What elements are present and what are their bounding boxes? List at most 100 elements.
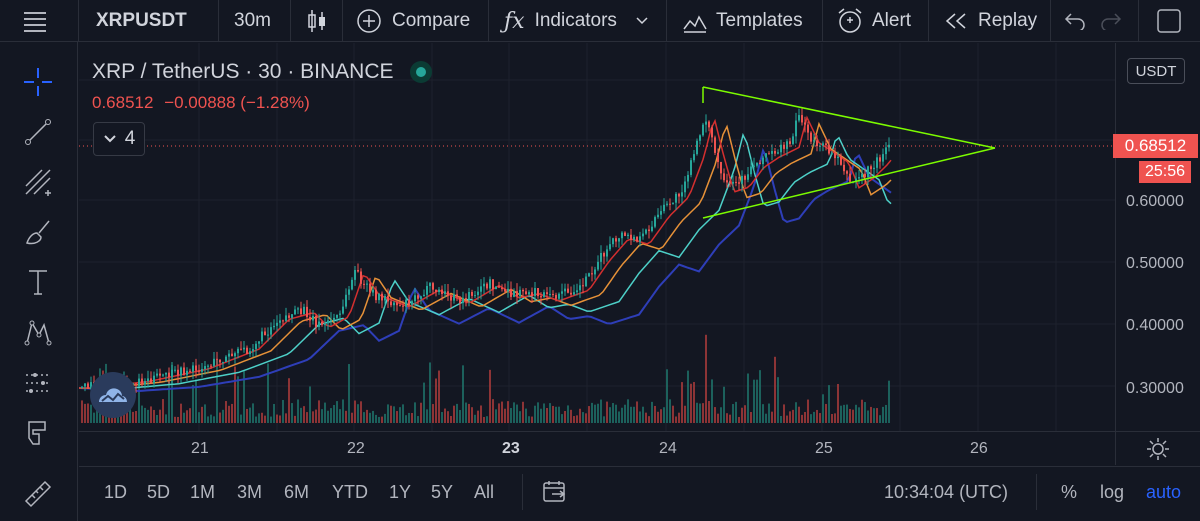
ruler-tool[interactable] bbox=[14, 472, 62, 516]
date-range-button[interactable] bbox=[542, 480, 568, 509]
volume-bar bbox=[516, 404, 518, 423]
volume-bar bbox=[582, 412, 584, 423]
candle-body bbox=[324, 323, 326, 325]
chart-type-button[interactable] bbox=[306, 0, 328, 42]
volume-bar bbox=[726, 413, 728, 423]
volume-bar bbox=[465, 402, 467, 423]
redo-button[interactable] bbox=[1100, 0, 1122, 42]
volume-bar bbox=[531, 416, 533, 423]
volume-bar bbox=[126, 410, 128, 423]
volume-bar bbox=[300, 407, 302, 423]
templates-button[interactable]: Templates bbox=[682, 0, 803, 42]
currency-selector[interactable]: USDT bbox=[1127, 58, 1185, 84]
range-6m-button[interactable]: 6M bbox=[284, 482, 310, 502]
undo-button[interactable] bbox=[1064, 0, 1086, 42]
measure-icon bbox=[26, 373, 50, 393]
candle-body bbox=[285, 315, 287, 321]
candle-body bbox=[417, 295, 419, 299]
range-1m-button[interactable]: 1M bbox=[190, 482, 216, 502]
magnet-icon bbox=[28, 421, 46, 445]
replay-label: Replay bbox=[978, 10, 1038, 31]
candle-body bbox=[720, 161, 722, 174]
menu-button[interactable] bbox=[22, 0, 48, 42]
utc-clock[interactable]: 10:34:04 (UTC) bbox=[884, 482, 1009, 502]
symbol-legend[interactable]: XRP / TetherUS · 30 · BINANCE bbox=[92, 60, 432, 84]
volume-bar bbox=[294, 415, 296, 423]
volume-bar bbox=[312, 411, 314, 423]
chart-settings-button[interactable] bbox=[1115, 431, 1200, 465]
candle-body bbox=[204, 366, 206, 370]
candle-body bbox=[369, 283, 371, 293]
candle-body bbox=[393, 302, 395, 306]
volume-bar bbox=[483, 416, 485, 423]
interval-button[interactable]: 30m bbox=[234, 10, 271, 31]
price-axis[interactable] bbox=[1115, 43, 1200, 431]
candle-body bbox=[582, 285, 584, 287]
indicators-toggle[interactable]: 4 bbox=[93, 122, 145, 156]
auto-scale-toggle[interactable]: auto bbox=[1146, 482, 1182, 502]
volume-bar bbox=[459, 410, 461, 423]
range-5y-button[interactable]: 5Y bbox=[431, 482, 454, 502]
volume-bar bbox=[285, 413, 287, 423]
candle-body bbox=[567, 288, 569, 293]
candle-body bbox=[390, 301, 392, 306]
volume-bar bbox=[381, 416, 383, 423]
volume-bar bbox=[204, 404, 206, 423]
candle-body bbox=[252, 349, 254, 352]
range-3m-button[interactable]: 3M bbox=[237, 482, 263, 502]
range-all-button[interactable]: All bbox=[474, 482, 495, 502]
icon-tool[interactable] bbox=[14, 410, 62, 454]
candle-body bbox=[159, 373, 161, 376]
alert-button[interactable]: Alert bbox=[836, 0, 911, 42]
candle-body bbox=[381, 293, 383, 301]
candle-body bbox=[753, 165, 755, 167]
volume-bar bbox=[714, 407, 716, 423]
price-tick: 0.50000 bbox=[1126, 255, 1184, 272]
range-5d-button[interactable]: 5D bbox=[147, 482, 171, 502]
crosshair-tool[interactable] bbox=[14, 60, 62, 104]
candle-body bbox=[849, 173, 851, 182]
candle-body bbox=[735, 181, 737, 183]
candle-body bbox=[447, 291, 449, 296]
percent-scale-toggle[interactable]: % bbox=[1061, 482, 1078, 502]
tradingview-logo[interactable] bbox=[90, 372, 136, 418]
compare-button[interactable]: Compare bbox=[356, 0, 470, 42]
pattern-tool[interactable] bbox=[14, 310, 62, 354]
bottom-toolbar bbox=[79, 466, 1200, 521]
volume-bar bbox=[309, 386, 311, 423]
candle-body bbox=[792, 136, 794, 144]
fullscreen-button[interactable] bbox=[1156, 0, 1182, 42]
candle-body bbox=[468, 292, 470, 300]
indicators-button[interactable]: ƒx Indicators bbox=[504, 0, 649, 42]
range-1d-button[interactable]: 1D bbox=[104, 482, 128, 502]
candle-body bbox=[615, 238, 617, 242]
drawing-toolbar bbox=[0, 42, 78, 521]
time-tick: 24 bbox=[659, 440, 677, 457]
brush-tool[interactable] bbox=[14, 210, 62, 254]
candle-body bbox=[864, 173, 866, 178]
text-tool[interactable] bbox=[14, 260, 62, 304]
volume-bar bbox=[756, 379, 758, 423]
square-icon bbox=[1157, 9, 1181, 33]
candle-body bbox=[828, 145, 830, 154]
volume-bar bbox=[639, 411, 641, 423]
candle-body bbox=[474, 295, 476, 297]
candle-body bbox=[855, 178, 857, 182]
range-1y-button[interactable]: 1Y bbox=[389, 482, 412, 502]
candle-body bbox=[654, 217, 656, 227]
volume-bar bbox=[402, 404, 404, 423]
volume-bar bbox=[147, 409, 149, 423]
replay-button[interactable]: Replay bbox=[944, 0, 1037, 42]
log-scale-toggle[interactable]: log bbox=[1100, 482, 1125, 502]
time-axis[interactable] bbox=[79, 431, 1115, 465]
volume-bar bbox=[813, 411, 815, 423]
candle-body bbox=[624, 232, 626, 236]
fib-tool[interactable] bbox=[14, 160, 62, 204]
range-ytd-button[interactable]: YTD bbox=[332, 482, 368, 502]
symbol-search-button[interactable]: XRPUSDT bbox=[96, 10, 187, 31]
candle-body bbox=[351, 279, 353, 290]
prediction-tool[interactable] bbox=[14, 360, 62, 404]
volume-bar bbox=[282, 399, 284, 423]
trend-line-tool[interactable] bbox=[14, 110, 62, 154]
ruler-icon bbox=[24, 480, 52, 508]
